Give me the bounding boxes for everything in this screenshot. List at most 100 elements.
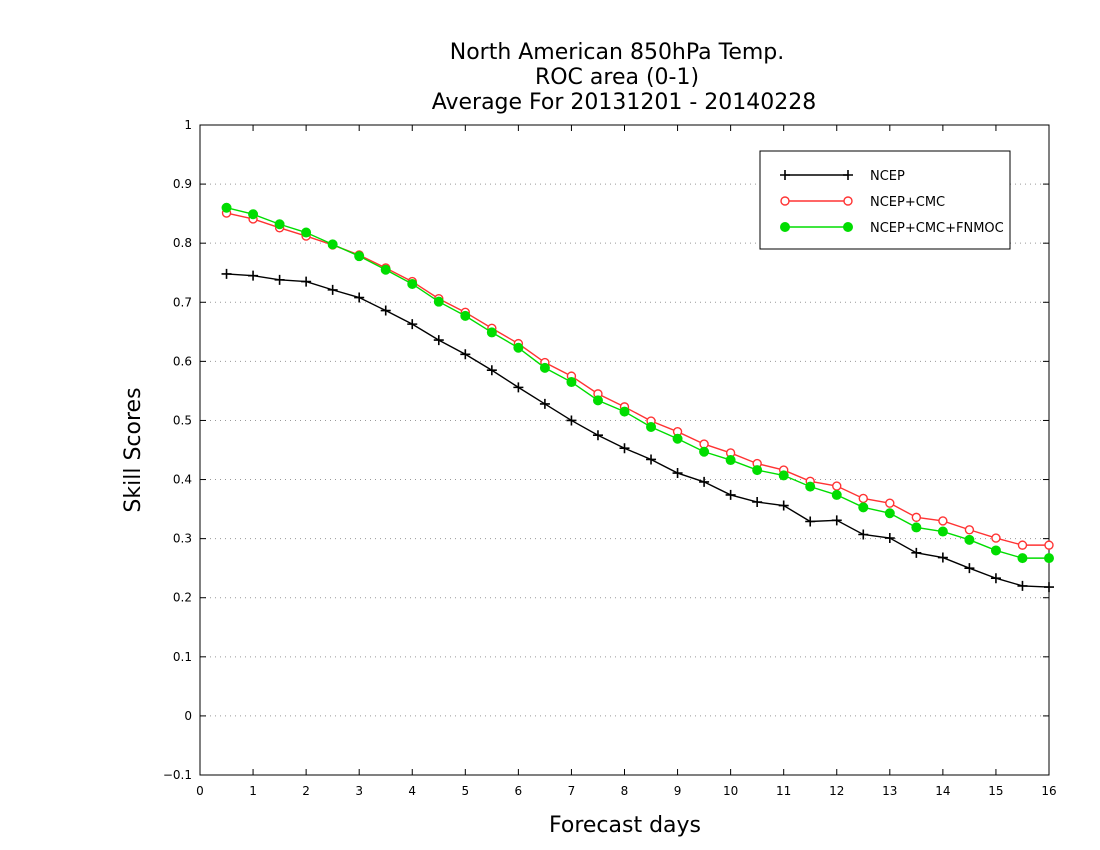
data-point [619, 406, 630, 417]
data-point [991, 533, 1001, 543]
data-point [407, 319, 418, 330]
x-tick-label: 15 [988, 784, 1003, 798]
data-point [1017, 553, 1028, 564]
x-tick-label: 16 [1041, 784, 1056, 798]
x-axis-label: Forecast days [549, 813, 701, 838]
series-line [226, 212, 1049, 546]
y-axis-label: Skill Scores [121, 387, 146, 512]
data-point [990, 545, 1001, 556]
x-tick-label: 6 [515, 784, 523, 798]
data-point [1044, 553, 1054, 564]
data-point [513, 342, 524, 353]
data-point [1017, 580, 1028, 591]
series-line [226, 207, 1049, 559]
data-point [619, 443, 630, 454]
data-point [539, 398, 550, 409]
data-point [911, 547, 922, 558]
data-point [699, 476, 710, 487]
data-point [221, 268, 232, 279]
data-point [646, 454, 657, 465]
legend-marker [843, 170, 853, 180]
legend-box [759, 150, 1011, 250]
y-tick-label: 0.7 [173, 295, 192, 309]
series-group [221, 202, 1054, 593]
data-point [831, 515, 842, 526]
x-tick-label: 5 [461, 784, 469, 798]
y-tick-label: 0.5 [173, 413, 192, 427]
data-point [884, 508, 895, 519]
x-tick-label: 4 [408, 784, 416, 798]
data-point [725, 455, 736, 466]
x-tick-label: 3 [355, 784, 363, 798]
x-tick-label: 9 [674, 784, 682, 798]
y-tick-label: 0.2 [173, 591, 192, 605]
x-tick-label: 7 [568, 784, 576, 798]
data-point [433, 296, 444, 307]
data-point [884, 533, 895, 544]
data-point [566, 377, 577, 388]
data-point [274, 274, 285, 285]
data-point [752, 465, 763, 476]
data-point [301, 276, 312, 287]
data-point [513, 382, 524, 393]
legend-marker [780, 196, 790, 206]
y-tick-label: 0.9 [173, 177, 192, 191]
data-point [858, 529, 869, 540]
legend-entry: NCEP+CMC+FNMOC [780, 221, 1004, 236]
data-point [327, 284, 338, 295]
data-point [460, 310, 471, 321]
data-point [274, 219, 285, 230]
data-point [832, 481, 842, 491]
chart-title: North American 850hPa Temp. ROC area (0-… [432, 40, 817, 115]
data-point [646, 421, 657, 432]
data-point [938, 516, 948, 526]
legend-entry: NCEP [780, 169, 905, 184]
y-tick-label: 0 [184, 709, 192, 723]
data-point [778, 470, 789, 481]
series-ncep-cmc-fnmoc [221, 202, 1054, 564]
x-tick-label: 13 [882, 784, 897, 798]
title-line-3: Average For 20131201 - 20140228 [432, 90, 817, 115]
data-point [407, 278, 418, 289]
legend-entries: NCEP NCEP+CMC NCEP+CMC+FNMOC [780, 169, 1004, 236]
data-point [354, 292, 365, 303]
data-point [831, 489, 842, 500]
y-tick-label: 0.4 [173, 473, 192, 487]
legend-label: NCEP [870, 169, 905, 184]
data-point [380, 305, 391, 316]
data-point [937, 552, 948, 563]
data-point [672, 468, 683, 479]
x-tick-label: 11 [776, 784, 791, 798]
data-point [964, 525, 975, 535]
data-point [327, 239, 338, 250]
axis-ticks [199, 124, 1050, 776]
data-point [1044, 540, 1054, 550]
data-point [460, 349, 471, 360]
legend-marker [780, 170, 790, 180]
data-point [964, 534, 975, 545]
data-point [858, 502, 869, 513]
data-point [1044, 582, 1054, 593]
data-point [911, 512, 922, 523]
legend-entry: NCEP+CMC [780, 195, 945, 210]
series-ncep-cmc [221, 208, 1054, 550]
data-point [592, 430, 603, 441]
series-ncep [221, 268, 1054, 593]
y-tick-labels: −0.1 0 0.1 0.2 0.3 0.4 0.5 0.6 0.7 0.8 0.9 1 [163, 118, 192, 782]
x-tick-label: 2 [302, 784, 310, 798]
data-point [725, 489, 736, 500]
data-point [539, 362, 550, 373]
data-point [566, 415, 577, 426]
data-point [354, 251, 365, 262]
title-line-2: ROC area (0-1) [535, 65, 699, 90]
data-point [221, 202, 232, 213]
data-point [380, 264, 391, 275]
y-tick-label: 0.1 [173, 650, 192, 664]
data-point [301, 227, 312, 238]
y-tick-label: 0.6 [173, 354, 192, 368]
data-point [805, 481, 816, 492]
data-point [911, 522, 922, 533]
legend-label: NCEP+CMC [870, 195, 945, 210]
data-point [486, 327, 497, 338]
